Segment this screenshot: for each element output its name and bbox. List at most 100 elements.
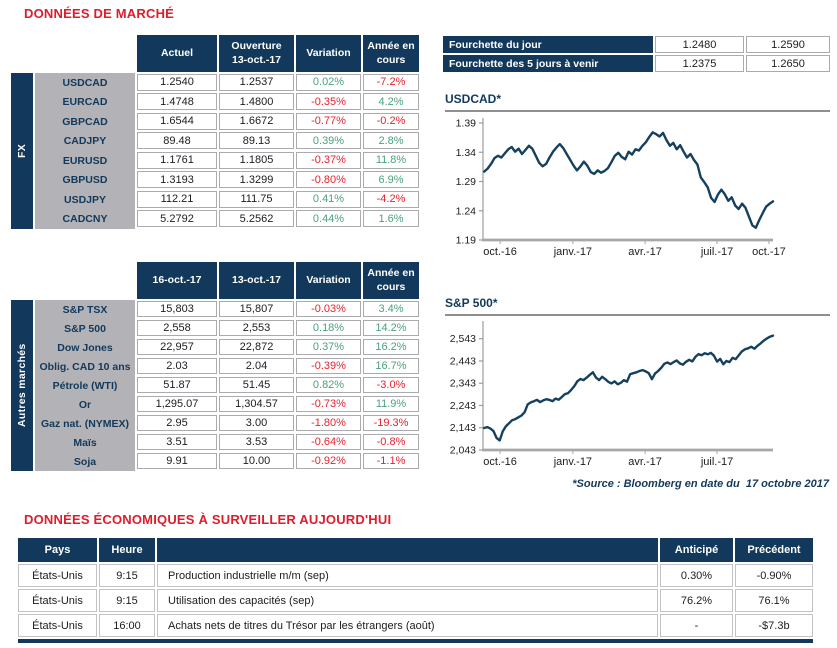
svg-text:oct.-16: oct.-16: [483, 246, 517, 258]
fx-row-label: EURUSD: [35, 151, 135, 171]
markets-ytd-cell: -0.8%: [363, 433, 419, 450]
fx-header-current: Actuel: [137, 35, 217, 72]
econ-table-row: États-Unis 9:15 Production industrielle …: [18, 564, 813, 587]
svg-text:1.34: 1.34: [456, 147, 477, 159]
econ-previous-cell: -$7.3b: [735, 614, 813, 637]
markets-band-label: Autres marchés: [11, 300, 33, 471]
fx-current-cell: 112.21: [137, 190, 217, 208]
markets-row-label: Or: [35, 395, 135, 414]
econ-table-row: États-Unis 9:15 Utilisation des capacité…: [18, 589, 813, 612]
markets-variation-cell: 0.37%: [296, 338, 361, 355]
fx-variation-cell: 0.41%: [296, 190, 361, 208]
markets-ytd-cell: 16.2%: [363, 338, 419, 355]
markets-row-label: S&P TSX: [35, 300, 135, 319]
markets-row-label: S&P 500: [35, 319, 135, 338]
usdcad-line-chart: 1.19 1.24 1.29 1.34 1.39 oct.-16 janv.-17 avr.-…: [456, 118, 786, 259]
markets-current-cell: 2,558: [137, 319, 217, 336]
fx-ytd-cell: 1.6%: [363, 210, 419, 227]
econ-previous-cell: -0.90%: [735, 564, 813, 587]
markets-table-row: Pétrole (WTI) 51.87 51.45 0.82% -3.0%: [35, 376, 419, 395]
svg-text:1.29: 1.29: [456, 176, 477, 188]
range-row: Fourchette des 5 jours à venir 1.2375 1.…: [443, 55, 830, 72]
fx-header-ytd: Année en cours: [363, 35, 419, 72]
markets-open-cell: 2.04: [219, 357, 294, 374]
markets-ytd-cell: 16.7%: [363, 357, 419, 374]
source-note: *Source : Bloomberg en date du 17 octobr…: [572, 478, 829, 490]
fx-row-label: USDCAD: [35, 73, 135, 93]
fx-ytd-cell: -4.2%: [363, 190, 419, 208]
markets-row-label: Oblig. CAD 10 ans: [35, 357, 135, 376]
econ-header-time: Heure: [99, 538, 155, 562]
fx-variation-cell: 0.44%: [296, 210, 361, 227]
markets-table-row: Soja 9.91 10.00 -0.92% -1.1%: [35, 452, 419, 471]
econ-header-anticipated: Anticipé: [660, 538, 733, 562]
econ-previous-cell: 76.1%: [735, 589, 813, 612]
fx-table-row: EURCAD 1.4748 1.4800 -0.35% 4.2%: [35, 92, 419, 112]
markets-current-cell: 51.87: [137, 376, 217, 393]
fx-current-cell: 89.48: [137, 132, 217, 149]
econ-table-row: États-Unis 16:00 Achats nets de titres d…: [18, 614, 813, 637]
svg-text:2,443: 2,443: [450, 355, 476, 367]
markets-variation-cell: 0.82%: [296, 376, 361, 393]
markets-table-row: Maïs 3.51 3.53 -0.64% -0.8%: [35, 433, 419, 452]
fx-variation-cell: -0.35%: [296, 93, 361, 110]
fx-table-row: CADCNY 5.2792 5.2562 0.44% 1.6%: [35, 209, 419, 229]
fx-open-cell: 1.3299: [219, 171, 294, 188]
fx-ytd-cell: 11.8%: [363, 151, 419, 169]
econ-table-header: Pays Heure Anticipé Précédent: [18, 538, 813, 562]
range-row: Fourchette du jour 1.2480 1.2590: [443, 36, 830, 53]
svg-text:2,243: 2,243: [450, 400, 476, 412]
markets-ytd-cell: -3.0%: [363, 376, 419, 393]
fx-open-cell: 1.2537: [219, 73, 294, 91]
econ-event-cell: Production industrielle m/m (sep): [157, 564, 658, 587]
fx-row-label: USDJPY: [35, 190, 135, 210]
markets-row-label: Soja: [35, 452, 135, 471]
econ-anticipated-cell: -: [660, 614, 733, 637]
markets-header-ytd: Année en cours: [363, 262, 419, 299]
markets-current-cell: 2.95: [137, 414, 217, 431]
econ-time-cell: 9:15: [99, 589, 155, 612]
econ-country-cell: États-Unis: [18, 614, 97, 637]
fx-row-label: CADCNY: [35, 209, 135, 229]
markets-table-row: S&P 500 2,558 2,553 0.18% 14.2%: [35, 319, 419, 338]
markets-header-variation: Variation: [296, 262, 361, 299]
fx-table-row: CADJPY 89.48 89.13 0.39% 2.8%: [35, 131, 419, 151]
svg-text:1.24: 1.24: [456, 205, 477, 217]
fx-open-cell: 89.13: [219, 132, 294, 149]
econ-header-previous: Précédent: [735, 538, 813, 562]
svg-text:1.39: 1.39: [456, 118, 477, 130]
markets-current-cell: 15,803: [137, 300, 217, 317]
markets-row-label: Dow Jones: [35, 338, 135, 357]
markets-ytd-cell: -1.1%: [363, 452, 419, 469]
markets-current-cell: 1,295.07: [137, 395, 217, 412]
sp500-chart-title: S&P 500*: [445, 296, 830, 316]
svg-text:avr.-17: avr.-17: [628, 456, 662, 468]
fx-table-row: USDJPY 112.21 111.75 0.41% -4.2%: [35, 190, 419, 210]
markets-current-cell: 9.91: [137, 452, 217, 469]
svg-text:avr.-17: avr.-17: [628, 246, 662, 258]
range-low-cell: 1.2375: [655, 55, 744, 72]
fx-variation-cell: -0.77%: [296, 112, 361, 130]
markets-open-cell: 1,304.57: [219, 395, 294, 412]
econ-time-cell: 9:15: [99, 564, 155, 587]
fx-table: FX USDCAD 1.2540 1.2537 0.02% -7.2% EURC…: [11, 73, 419, 229]
econ-header-country: Pays: [18, 538, 97, 562]
econ-event-cell: Utilisation des capacités (sep): [157, 589, 658, 612]
econ-country-cell: États-Unis: [18, 564, 97, 587]
markets-variation-cell: -0.64%: [296, 433, 361, 450]
fx-table-row: GBPCAD 1.6544 1.6672 -0.77% -0.2%: [35, 112, 419, 132]
econ-anticipated-cell: 0.30%: [660, 564, 733, 587]
fx-open-cell: 1.4800: [219, 93, 294, 110]
fx-ytd-cell: 6.9%: [363, 171, 419, 188]
markets-current-cell: 22,957: [137, 338, 217, 355]
markets-ytd-cell: 14.2%: [363, 319, 419, 336]
fx-variation-cell: -0.37%: [296, 151, 361, 169]
markets-open-cell: 15,807: [219, 300, 294, 317]
markets-variation-cell: -0.03%: [296, 300, 361, 317]
fx-variation-cell: -0.80%: [296, 171, 361, 188]
markets-table-row: Or 1,295.07 1,304.57 -0.73% 11.9%: [35, 395, 419, 414]
fx-row-label: EURCAD: [35, 92, 135, 112]
fx-header-variation: Variation: [296, 35, 361, 72]
svg-text:1.19: 1.19: [456, 235, 477, 247]
